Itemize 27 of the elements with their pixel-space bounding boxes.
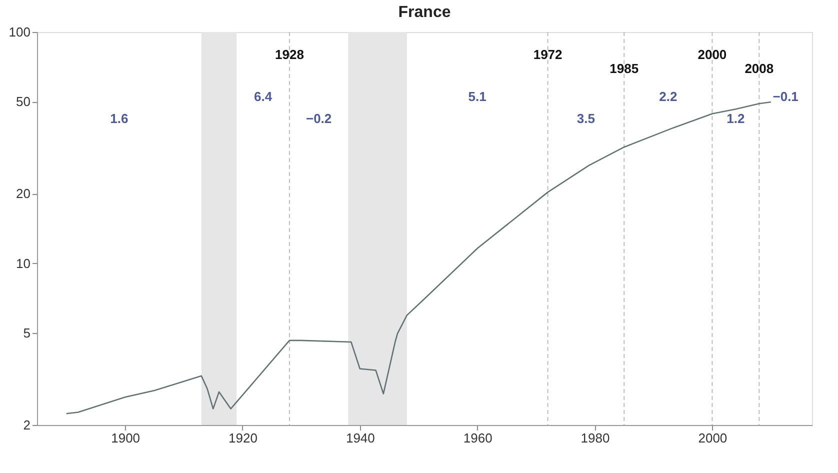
x-tick-label: 1980 <box>580 430 610 446</box>
annotation: 1.6 <box>110 111 128 126</box>
y-tick-label: 10 <box>16 256 30 271</box>
chart-title: France <box>398 4 451 21</box>
y-tick-label: 100 <box>8 24 30 40</box>
annotation: 3.5 <box>576 111 595 126</box>
ref-line-label: 1972 <box>533 47 562 62</box>
annotation: −0.2 <box>306 111 332 126</box>
ref-line-label: 2008 <box>744 61 774 76</box>
annotation: 2.2 <box>659 89 678 104</box>
y-tick-label: 20 <box>16 186 30 202</box>
ref-line-label: 1928 <box>275 47 304 62</box>
annotation: 1.2 <box>726 111 745 126</box>
ref-line-label: 1985 <box>610 61 639 76</box>
x-tick-label: 1960 <box>463 430 492 446</box>
x-tick-label: 1940 <box>346 430 375 446</box>
annotation: 5.1 <box>468 89 486 104</box>
x-tick-label: 2000 <box>698 430 728 446</box>
line-series <box>66 101 772 414</box>
y-tick-label: 2 <box>23 418 30 432</box>
x-tick-label: 1900 <box>111 430 140 446</box>
x-tick-label: 1920 <box>228 430 258 446</box>
annotation: −0.1 <box>772 89 798 104</box>
y-tick-label: 50 <box>16 94 30 110</box>
annotation: 6.4 <box>254 89 273 104</box>
y-tick-label: 5 <box>23 325 30 340</box>
ref-line-label: 2000 <box>698 47 727 62</box>
